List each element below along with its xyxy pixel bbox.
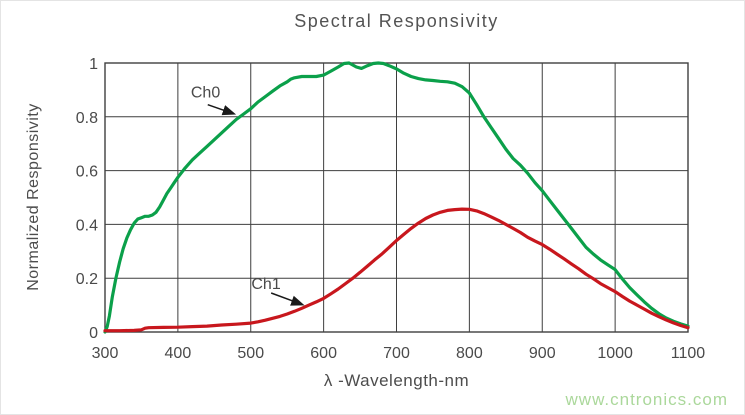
watermark: www.cntronics.com (565, 390, 728, 409)
x-tick-label: 1100 (671, 345, 706, 362)
x-tick-label: 300 (92, 345, 119, 362)
y-tick-label: 1 (89, 56, 98, 73)
ch1-curve (103, 207, 690, 333)
x-tick-label: 1000 (597, 345, 633, 362)
x-axis-label: λ -Wavelength-nm (323, 371, 470, 390)
ch0-label: Ch0 (191, 85, 220, 102)
x-tick-label: 900 (529, 345, 556, 362)
ch1-label: Ch1 (251, 276, 280, 293)
x-tick-label: 700 (383, 345, 410, 362)
x-tick-label: 400 (165, 345, 192, 362)
y-tick-label: 0.6 (76, 164, 98, 181)
ch0-curve (103, 61, 690, 334)
x-tick-label: 500 (237, 345, 264, 362)
y-tick-label: 0.2 (76, 271, 98, 288)
x-tick-label: 800 (456, 345, 483, 362)
chart-title: Spectral Responsivity (294, 11, 499, 31)
y-tick-label: 0.8 (76, 110, 98, 127)
plot-border (104, 62, 689, 333)
ch1-arrow (270, 292, 305, 306)
ch0-arrow (207, 103, 237, 116)
x-tick-label: 600 (310, 345, 337, 362)
y-tick-label: 0 (89, 325, 98, 342)
y-tick-label: 0.4 (76, 217, 98, 234)
